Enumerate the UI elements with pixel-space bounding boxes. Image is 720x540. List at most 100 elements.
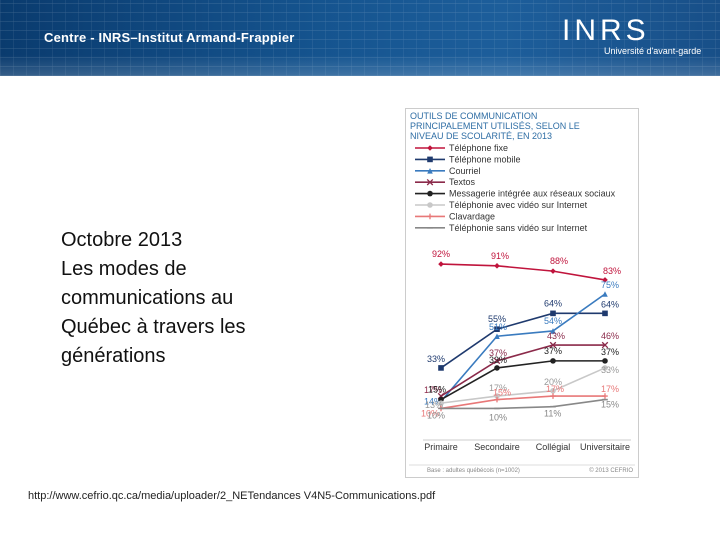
data-point-marker xyxy=(427,190,433,197)
source-link[interactable]: http://www.cefrio.qc.ca/media/uploader/2… xyxy=(28,490,436,502)
data-label: 64% xyxy=(544,298,562,308)
slide-title-line: communications au xyxy=(61,287,234,309)
data-label: 17% xyxy=(546,384,564,394)
data-label: 43% xyxy=(547,331,565,341)
series-line xyxy=(440,360,605,401)
chart-title-line: NIVEAU DE SCOLARITÉ, EN 2013 xyxy=(410,131,552,141)
legend-label: Clavardage xyxy=(449,211,495,221)
data-label: 55% xyxy=(488,314,506,324)
data-point-marker xyxy=(438,365,444,371)
data-label: 88% xyxy=(550,256,568,266)
data-label: 33% xyxy=(489,355,507,365)
line-chart: OUTILS DE COMMUNICATION PRINCIPALEMENT U… xyxy=(405,108,639,478)
x-tick-label: Primaire xyxy=(424,442,458,452)
legend-label: Téléphonie avec vidéo sur Internet xyxy=(449,200,588,210)
data-point-marker xyxy=(427,145,433,151)
chart-copyright: © 2013 CEFRIO xyxy=(589,467,633,474)
data-point-marker xyxy=(427,202,433,208)
data-label: 46% xyxy=(601,331,619,341)
banner-shine xyxy=(0,55,720,76)
data-label: 13% xyxy=(425,400,443,410)
data-label: 37% xyxy=(489,348,507,358)
chart-footnote: Base : adultes québécois (n=1002) xyxy=(427,468,520,474)
data-point-marker xyxy=(426,178,434,186)
data-label: 14% xyxy=(424,396,442,406)
data-point-marker xyxy=(438,261,444,267)
chart-plot: 92% 91% 88% 83% 33% 55% 64% 64% 14% 51% 54% 75% 17% 3… xyxy=(421,249,621,422)
chart-series: 10%15% 17% 17% xyxy=(421,384,619,418)
data-label: 10% xyxy=(489,412,507,422)
data-label: 37% xyxy=(601,347,619,357)
data-point-marker xyxy=(550,388,556,394)
data-label: 15% xyxy=(493,388,511,398)
data-point-marker xyxy=(602,291,608,297)
data-label: 54% xyxy=(544,316,562,326)
slide-title-line: Octobre 2013 xyxy=(61,229,183,251)
data-point-marker xyxy=(550,310,556,317)
slide-title-line: Les modes de xyxy=(61,258,187,280)
data-point-marker xyxy=(493,357,501,365)
data-point-marker xyxy=(494,333,500,340)
data-point-marker xyxy=(494,396,500,403)
data-point-marker xyxy=(494,263,500,269)
header-banner: Centre - INRS–Institut Armand-Frappier I… xyxy=(0,0,720,76)
data-label: 33% xyxy=(601,365,619,375)
data-point-marker xyxy=(550,358,556,364)
legend-label: Messagerie intégrée aux réseaux sociaux xyxy=(449,189,616,199)
chart-series: 10% 10% 11% 15% xyxy=(427,398,619,422)
legend-label: Téléphonie sans vidéo sur Internet xyxy=(449,223,588,233)
data-point-marker xyxy=(550,393,556,399)
data-label: 15% xyxy=(601,400,619,410)
data-label: 91% xyxy=(491,251,509,261)
data-point-marker xyxy=(427,213,433,220)
data-label: 15% xyxy=(428,385,446,395)
data-point-marker xyxy=(601,341,609,349)
data-label: 17% xyxy=(489,383,507,393)
data-point-marker xyxy=(427,156,433,163)
data-label: 75% xyxy=(601,280,619,290)
data-point-marker xyxy=(550,328,556,334)
data-point-marker xyxy=(438,400,444,406)
legend-label: Courriel xyxy=(449,166,481,176)
slide-title-line: Québec à travers les xyxy=(61,316,246,338)
series-line xyxy=(440,367,606,404)
chart-series: 15%33%37% 37% xyxy=(428,346,619,403)
x-tick-label: Secondaire xyxy=(474,442,520,452)
legend-label: Textos xyxy=(449,177,476,187)
data-point-marker xyxy=(602,358,608,364)
banner-pattern xyxy=(0,0,720,76)
data-label: 10% xyxy=(427,410,445,420)
series-line xyxy=(440,263,606,281)
data-label: 92% xyxy=(432,249,450,259)
data-label: 83% xyxy=(603,266,621,276)
logo-subtitle: Université d'avant-garde xyxy=(604,46,702,56)
data-label: 37% xyxy=(544,346,562,356)
series-line xyxy=(440,344,605,397)
legend-label: Téléphone fixe xyxy=(449,143,508,153)
chart-frame xyxy=(405,108,639,478)
x-tick-label: Universitaire xyxy=(580,442,630,452)
data-point-marker xyxy=(602,393,608,399)
inrs-logo: INRS xyxy=(562,14,650,47)
legend-label: Téléphone mobile xyxy=(449,154,521,164)
data-point-marker xyxy=(602,365,608,371)
data-point-marker xyxy=(494,326,500,332)
data-point-marker xyxy=(494,393,500,399)
data-point-marker xyxy=(602,310,608,317)
chart-title-line: OUTILS DE COMMUNICATION xyxy=(410,111,537,121)
series-line xyxy=(440,395,605,410)
data-label: 10% xyxy=(421,408,439,418)
chart-series: 13%17%20%33% xyxy=(425,365,619,410)
x-tick-label: Collégial xyxy=(536,442,571,452)
data-label: 51% xyxy=(489,322,507,332)
x-axis: Primaire Secondaire Collégial Universitaire xyxy=(423,439,631,452)
banner-title: Centre - INRS–Institut Armand-Frappier xyxy=(44,30,295,45)
data-label: 17% xyxy=(424,385,442,395)
data-label: 64% xyxy=(601,299,619,309)
series-line xyxy=(440,293,606,402)
chart-series: 17% 37% 43% 46% xyxy=(424,331,619,400)
data-point-marker xyxy=(494,365,500,371)
data-label: 11% xyxy=(544,409,561,419)
slide-title-line: générations xyxy=(61,345,166,367)
